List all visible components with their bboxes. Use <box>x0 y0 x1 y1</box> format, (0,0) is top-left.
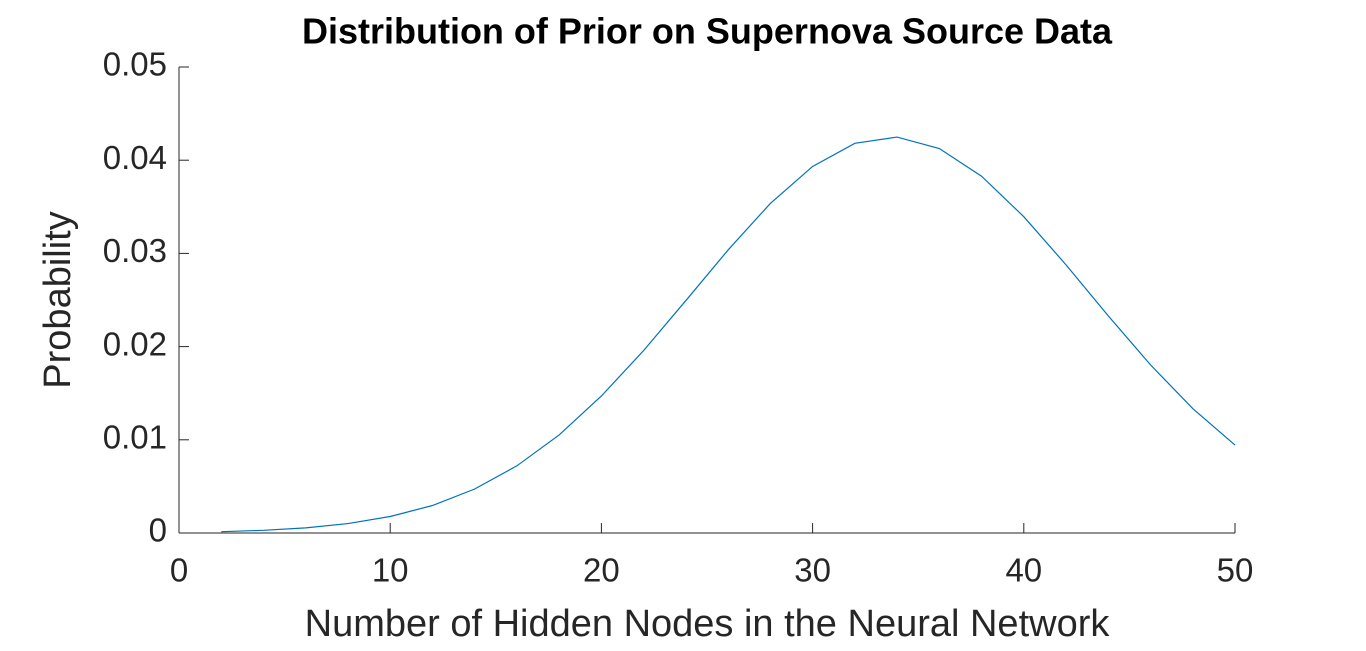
y-tick-label: 0.01 <box>103 419 167 456</box>
x-axis-label: Number of Hidden Nodes in the Neural Net… <box>305 603 1111 645</box>
x-tick-label: 10 <box>372 552 409 589</box>
y-tick-label: 0.03 <box>103 232 167 269</box>
x-tick-label: 50 <box>1217 552 1254 589</box>
y-axis-label: Probability <box>37 211 79 388</box>
y-tick-label: 0.05 <box>103 46 167 83</box>
y-tick-label: 0.04 <box>103 139 167 176</box>
data-line <box>221 136 1236 533</box>
x-tick-label: 40 <box>1005 552 1042 589</box>
chart-title: Distribution of Prior on Supernova Sourc… <box>302 11 1113 52</box>
x-tick-label: 30 <box>794 552 831 589</box>
y-tick-label: 0 <box>149 512 167 549</box>
x-tick-label: 0 <box>170 552 188 589</box>
x-tick-label: 20 <box>583 552 620 589</box>
y-tick-label: 0.02 <box>103 325 167 362</box>
